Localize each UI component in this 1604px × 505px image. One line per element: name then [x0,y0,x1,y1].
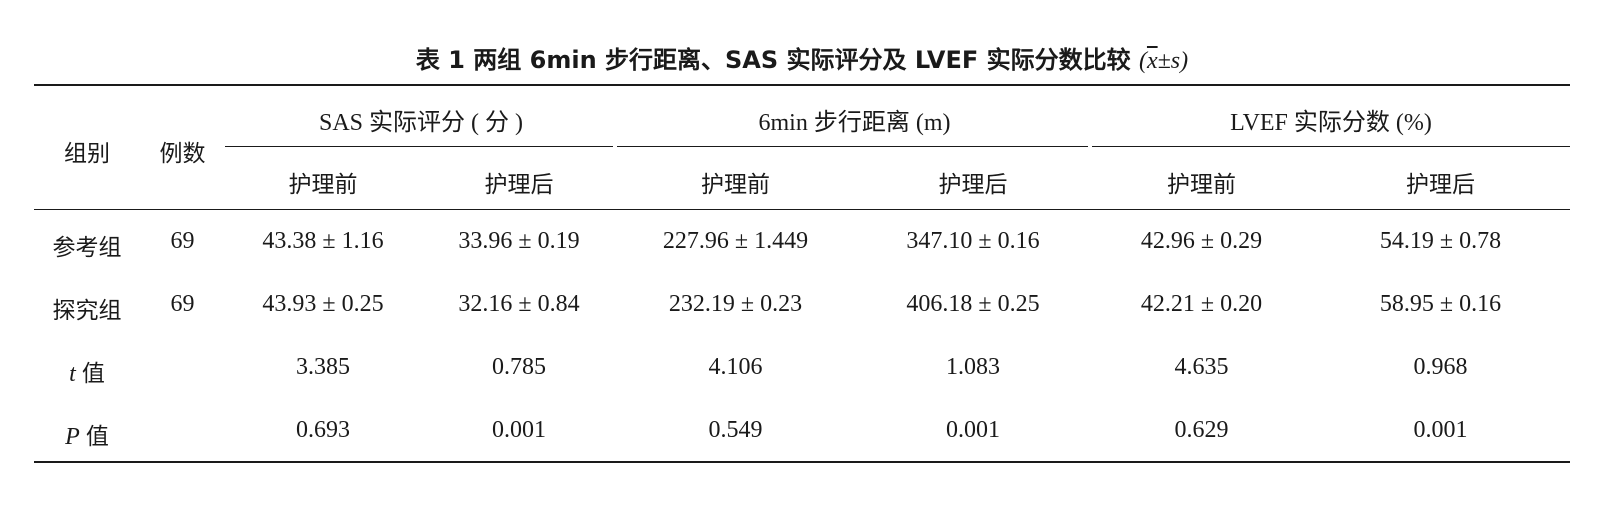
row-p-walk-before: 0.549 [708,417,763,443]
row-explore-group: 探究组 [52,298,122,324]
row-t-lvef-after: 0.968 [1413,354,1468,380]
table-bottom-rule [34,461,1570,463]
walk-subrule [617,146,1088,147]
caption-stat: (x±s) [1138,48,1189,74]
row-reference-lvef-after: 54.19 ± 0.78 [1379,228,1502,254]
row-reference-n: 69 [170,228,195,254]
row-p-sas-before: 0.693 [296,417,350,443]
table-header-rule [34,209,1570,210]
row-t-walk-before: 4.106 [708,354,763,380]
row-explore-sas-after: 32.16 ± 0.84 [458,291,580,317]
row-reference-sas-before: 43.38 ± 1.16 [262,228,384,254]
row-explore-lvef-before: 42.21 ± 0.20 [1140,291,1263,317]
header-lvef-before: 护理前 [1167,172,1236,198]
row-t-sas-after: 0.785 [492,354,546,380]
row-p-label: P 值 [65,424,109,450]
header-lvef-after: 护理后 [1406,172,1475,198]
header-sas-after: 护理后 [484,172,554,198]
header-sas-before: 护理前 [288,172,358,198]
header-walk-before: 护理前 [701,172,770,198]
table-top-rule [34,84,1570,86]
header-count: 例数 [159,141,206,167]
row-t-label: t 值 [69,361,105,387]
sas-subrule [225,146,613,147]
row-explore-lvef-after: 58.95 ± 0.16 [1379,291,1502,317]
header-walk: 6min 步行距离 (m) [758,110,951,136]
caption-label: 表 1 [415,46,465,74]
row-p-sas-after: 0.001 [492,417,546,443]
caption-title: 两组 6min 步行距离、SAS 实际评分及 LVEF 实际分数比较 [473,46,1131,74]
row-explore-walk-after: 406.18 ± 0.25 [906,291,1040,317]
header-lvef: LVEF 实际分数 (%) [1230,110,1432,136]
header-sas: SAS 实际评分 ( 分 ) [318,110,523,136]
header-walk-after: 护理后 [938,172,1008,198]
header-group: 组别 [64,141,110,167]
row-p-walk-after: 0.001 [946,417,1000,443]
table-caption: 表 1 两组 6min 步行距离、SAS 实际评分及 LVEF 实际分数比较 (… [0,40,1604,75]
row-explore-n: 69 [170,291,195,317]
row-t-walk-after: 1.083 [946,354,1000,380]
row-reference-walk-before: 227.96 ± 1.449 [662,228,809,254]
row-explore-walk-before: 232.19 ± 0.23 [668,291,803,317]
row-p-lvef-before: 0.629 [1174,417,1229,443]
row-explore-sas-before: 43.93 ± 0.25 [262,291,384,317]
row-t-sas-before: 3.385 [296,354,350,380]
lvef-subrule [1092,146,1570,147]
row-reference-group: 参考组 [52,235,122,261]
row-t-lvef-before: 4.635 [1174,354,1229,380]
row-reference-sas-after: 33.96 ± 0.19 [458,228,580,254]
row-p-lvef-after: 0.001 [1413,417,1468,443]
row-reference-lvef-before: 42.96 ± 0.29 [1140,228,1263,254]
row-reference-walk-after: 347.10 ± 0.16 [906,228,1040,254]
